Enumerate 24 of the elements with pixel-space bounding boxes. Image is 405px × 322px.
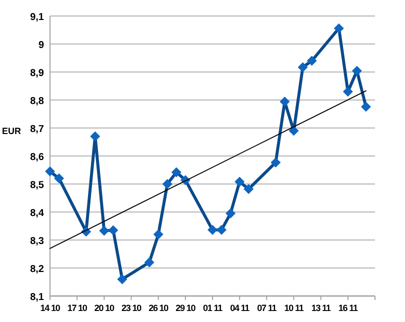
y-tick-label: 8,5 (30, 180, 44, 191)
x-tick-label: 07 11 (257, 303, 277, 313)
x-tick-label: 16 11 (338, 303, 358, 313)
x-tick-label: 10 11 (284, 303, 304, 313)
y-tick-label: 8,7 (30, 124, 44, 135)
y-tick-label: 8,3 (30, 236, 44, 247)
x-tick-label: 01 11 (202, 303, 223, 313)
y-tick-label: 8,2 (30, 264, 44, 275)
x-tick-label: 13 11 (311, 303, 331, 313)
y-tick-label: 8,9 (30, 68, 44, 79)
x-tick-label: 14 10 (40, 303, 60, 313)
y-axis-title: EUR (2, 126, 22, 136)
x-tick-label: 17 10 (67, 303, 88, 313)
x-tick-label: 04 11 (230, 303, 250, 313)
x-tick-label: 23 10 (121, 303, 142, 313)
y-tick-label: 8,4 (30, 208, 44, 219)
y-tick-label: 8,8 (30, 96, 44, 107)
x-tick-label: 26 10 (148, 303, 169, 313)
y-tick-label: 9 (38, 40, 44, 51)
y-tick-label: 9,1 (30, 12, 44, 23)
x-tick-label: 29 10 (176, 303, 196, 313)
y-tick-label: 8,1 (30, 292, 44, 303)
y-tick-label: 8,6 (30, 152, 44, 163)
x-tick-label: 20 10 (94, 303, 115, 313)
